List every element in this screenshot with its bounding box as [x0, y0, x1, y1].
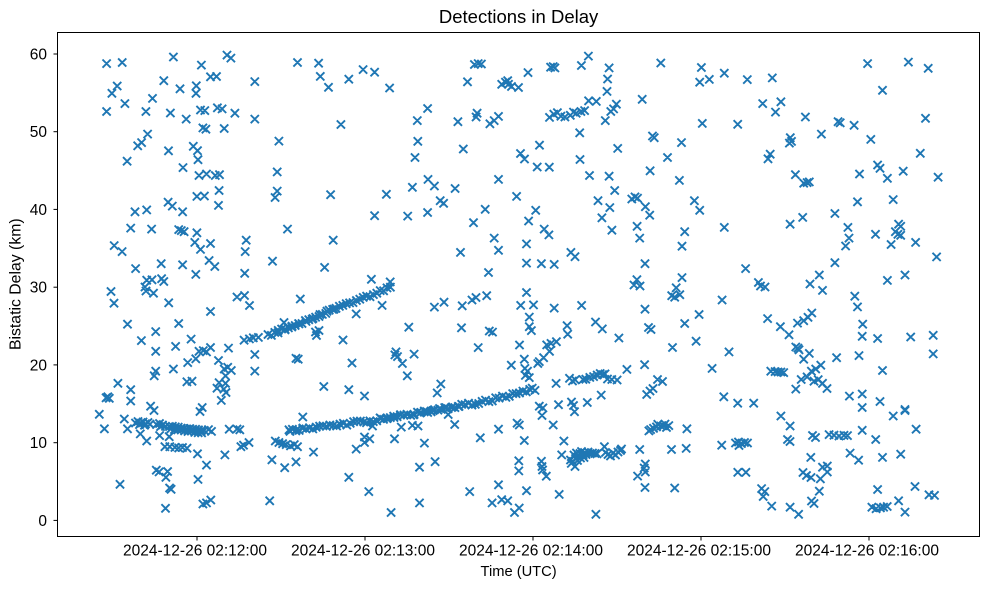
svg-text:2024-12-26 02:16:00: 2024-12-26 02:16:00: [795, 543, 939, 560]
svg-text:50: 50: [30, 124, 48, 141]
svg-text:Bistatic Delay (km): Bistatic Delay (km): [8, 218, 25, 350]
svg-text:0: 0: [38, 513, 47, 530]
svg-text:2024-12-26 02:14:00: 2024-12-26 02:14:00: [459, 543, 603, 560]
svg-text:2024-12-26 02:15:00: 2024-12-26 02:15:00: [627, 543, 771, 560]
svg-text:30: 30: [30, 280, 48, 297]
svg-text:2024-12-26 02:13:00: 2024-12-26 02:13:00: [291, 543, 435, 560]
svg-text:20: 20: [30, 357, 48, 374]
svg-text:Detections in Delay: Detections in Delay: [439, 6, 599, 27]
svg-text:2024-12-26 02:12:00: 2024-12-26 02:12:00: [123, 543, 267, 560]
svg-text:Time (UTC): Time (UTC): [481, 564, 557, 580]
svg-text:40: 40: [30, 202, 48, 219]
svg-text:10: 10: [30, 435, 48, 452]
svg-text:60: 60: [30, 46, 48, 63]
